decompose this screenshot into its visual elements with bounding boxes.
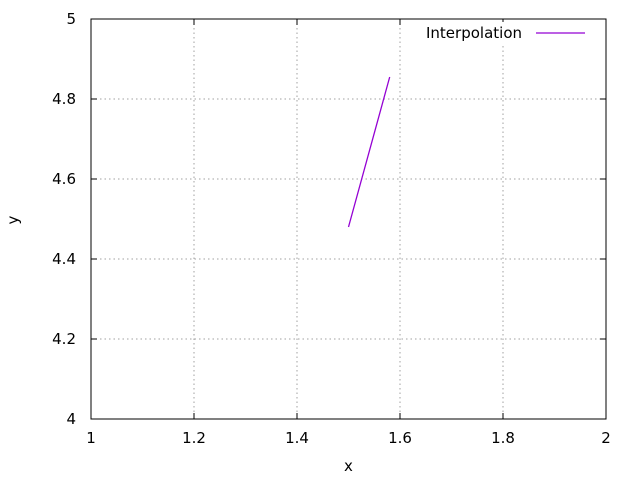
- legend-background: [412, 22, 598, 44]
- y-tick-label: 4: [66, 410, 76, 428]
- x-tick-label: 1.8: [491, 429, 515, 447]
- x-tick-label: 2: [601, 429, 611, 447]
- y-tick-label: 4.2: [52, 330, 76, 348]
- x-tick-label: 1.6: [388, 429, 412, 447]
- x-tick-label: 1: [86, 429, 96, 447]
- y-axis-label: y: [4, 215, 22, 224]
- y-tick-label: 4.8: [52, 90, 76, 108]
- grid: [91, 19, 606, 419]
- x-tick-label: 1.4: [285, 429, 309, 447]
- y-tick-label: 4.6: [52, 170, 76, 188]
- series-line-interpolation: [347, 76, 391, 228]
- axis-ticks: [90, 18, 607, 420]
- plot-frame: [90, 18, 607, 420]
- y-tick-labels: 4 4.2 4.4 4.6 4.8 5: [52, 10, 76, 428]
- x-tick-labels: 1 1.2 1.4 1.6 1.8 2: [86, 429, 611, 447]
- series: [347, 76, 391, 228]
- x-tick-label: 1.2: [182, 429, 206, 447]
- x-axis-label: x: [344, 457, 353, 475]
- legend-entry-label: Interpolation: [426, 24, 522, 42]
- y-tick-label: 4.4: [52, 250, 76, 268]
- y-tick-label: 5: [66, 10, 76, 28]
